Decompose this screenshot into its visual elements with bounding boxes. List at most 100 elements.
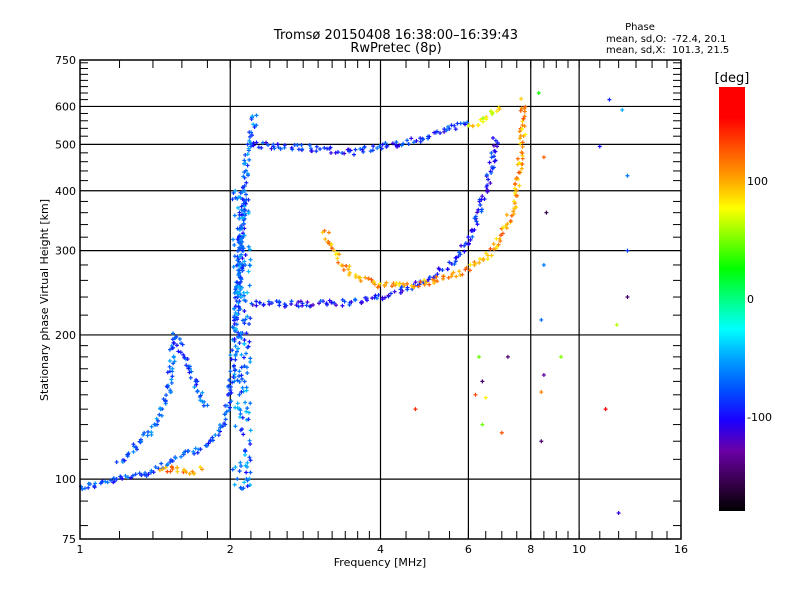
- data-point: [505, 354, 510, 359]
- data-point: [318, 146, 323, 151]
- data-point: [164, 393, 169, 398]
- data-point: [80, 487, 85, 492]
- phase-stats-o-label: mean, sd,O:: [606, 34, 667, 45]
- data-point: [123, 473, 128, 478]
- data-point: [489, 170, 494, 175]
- data-point: [243, 161, 248, 166]
- data-point: [233, 188, 238, 193]
- data-point: [245, 163, 250, 168]
- data-point: [232, 314, 237, 319]
- data-point: [139, 439, 144, 444]
- data-point: [108, 478, 113, 483]
- data-point: [239, 335, 244, 340]
- data-point: [366, 276, 371, 281]
- data-point: [237, 469, 242, 474]
- data-point: [393, 283, 398, 288]
- data-point: [248, 428, 253, 433]
- data-point: [336, 150, 341, 155]
- data-point: [514, 205, 519, 210]
- data-point: [455, 121, 460, 126]
- data-point: [388, 291, 393, 296]
- data-point: [186, 448, 191, 453]
- data-point: [171, 354, 176, 359]
- data-point: [161, 397, 166, 402]
- data-point: [232, 337, 237, 342]
- data-point: [512, 191, 517, 196]
- data-point: [296, 304, 301, 309]
- data-point: [235, 249, 240, 254]
- data-point: [512, 199, 517, 204]
- data-point: [278, 146, 283, 151]
- axes: [79, 59, 682, 540]
- chart-subtitle: RwPretec (8p): [350, 41, 441, 56]
- data-point: [282, 143, 287, 148]
- data-point: [185, 357, 190, 362]
- data-point: [231, 191, 236, 196]
- data-point: [243, 263, 248, 268]
- data-point: [159, 413, 164, 418]
- data-point: [341, 267, 346, 272]
- data-point: [242, 321, 247, 326]
- data-point: [167, 364, 172, 369]
- data-point: [245, 345, 250, 350]
- data-point: [616, 510, 621, 515]
- data-point: [142, 430, 147, 435]
- data-point: [625, 248, 630, 253]
- data-point: [328, 145, 333, 150]
- data-point: [541, 372, 546, 377]
- data-point: [295, 143, 300, 148]
- data-point: [238, 428, 243, 433]
- data-point: [245, 290, 250, 295]
- data-point: [254, 303, 259, 308]
- data-point: [175, 465, 180, 470]
- data-point: [208, 439, 213, 444]
- data-point: [169, 380, 174, 385]
- data-point: [475, 222, 480, 227]
- data-point: [440, 268, 445, 273]
- data-point: [501, 225, 506, 230]
- data-point: [236, 300, 241, 305]
- data-point: [235, 226, 240, 231]
- data-point: [240, 190, 245, 195]
- data-point: [170, 366, 175, 371]
- data-point: [242, 309, 247, 314]
- data-point: [244, 192, 249, 197]
- data-point: [130, 473, 135, 478]
- data-point: [482, 197, 487, 202]
- data-point: [340, 303, 345, 308]
- data-point: [237, 210, 242, 215]
- data-point: [246, 269, 251, 274]
- data-point: [414, 138, 419, 143]
- y-tick-label: 75: [62, 533, 76, 546]
- data-point: [236, 346, 241, 351]
- data-point: [342, 151, 347, 156]
- data-point: [228, 384, 233, 389]
- data-point: [412, 284, 417, 289]
- colorbar: [719, 87, 745, 511]
- data-point: [347, 302, 352, 307]
- data-point: [86, 481, 91, 486]
- data-point: [513, 181, 518, 186]
- data-point: [358, 146, 363, 151]
- data-point: [157, 412, 162, 417]
- data-point: [248, 482, 253, 487]
- data-point: [375, 146, 380, 151]
- data-point: [243, 152, 248, 157]
- data-point: [505, 222, 510, 227]
- data-point: [300, 147, 305, 152]
- data-point: [238, 264, 243, 269]
- data-point: [289, 145, 294, 150]
- data-point: [165, 462, 170, 467]
- data-point: [370, 148, 375, 153]
- data-point: [241, 246, 246, 251]
- data-point: [246, 417, 251, 422]
- data-point: [488, 246, 493, 251]
- data-point: [244, 409, 249, 414]
- phase-stats-x-label: mean, sd,X:: [606, 45, 666, 56]
- data-point: [494, 109, 499, 114]
- data-point: [380, 142, 385, 147]
- data-point: [233, 424, 238, 429]
- data-point: [377, 144, 382, 149]
- data-point: [517, 160, 522, 165]
